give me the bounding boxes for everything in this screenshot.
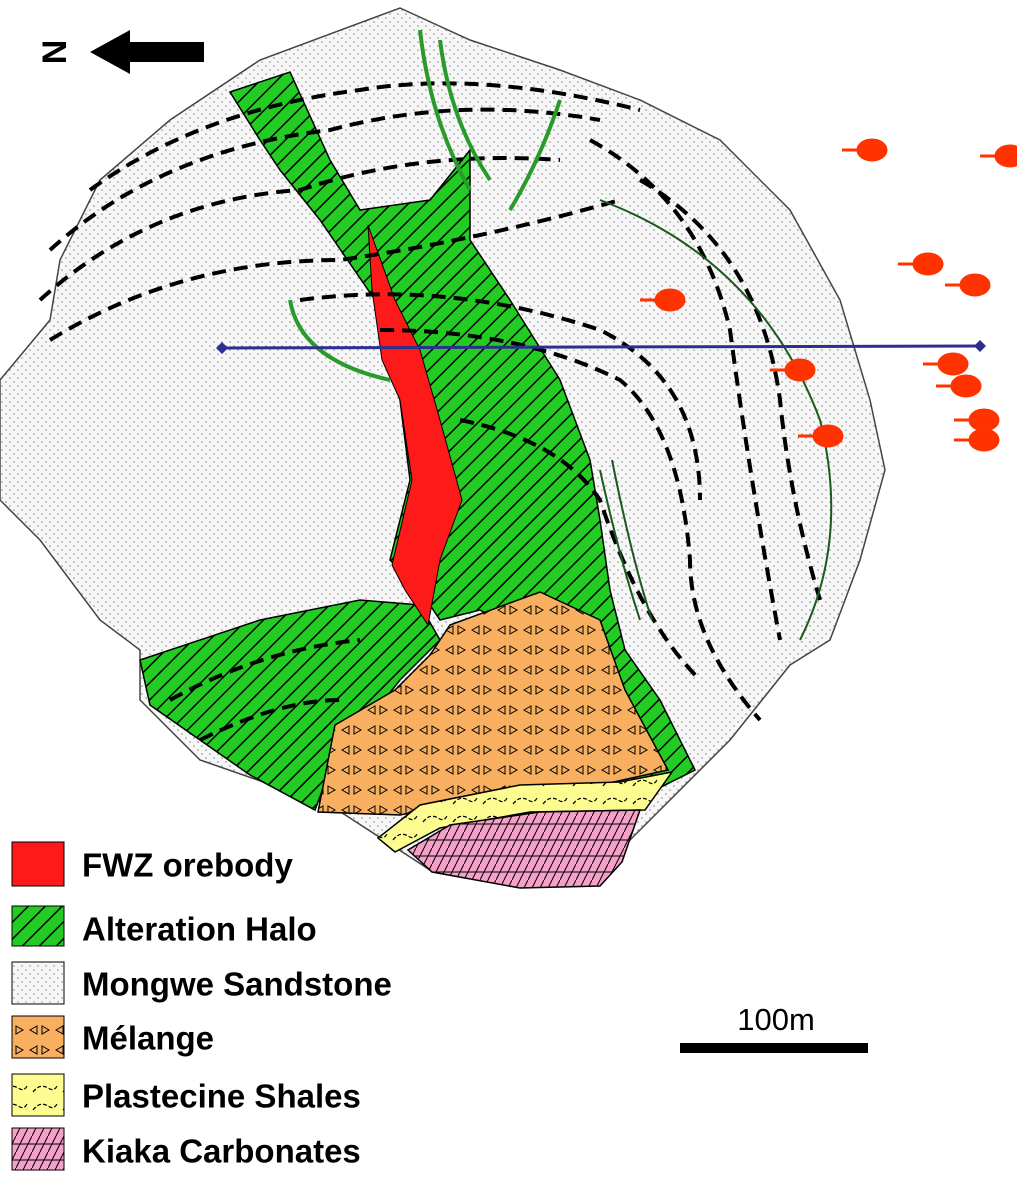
scale-bar	[680, 1043, 868, 1053]
legend-label: Mongwe Sandstone	[82, 966, 392, 1003]
legend-label: Alteration Halo	[82, 911, 317, 948]
legend-swatch	[12, 842, 64, 886]
legend-label: Kiaka Carbonates	[82, 1133, 361, 1170]
north-label: N	[36, 40, 74, 65]
north-arrow	[90, 30, 204, 74]
legend-swatch	[12, 1016, 64, 1058]
legend-swatch	[12, 1074, 64, 1116]
scale-label: 100m	[737, 1002, 815, 1037]
legend-label: Plastecine Shales	[82, 1078, 361, 1115]
legend-label: Mélange	[82, 1020, 214, 1057]
legend-swatch	[12, 1128, 64, 1170]
map: N FWZ orebody Alteration Halo Mongwe San…	[0, 0, 1017, 1189]
section-line	[222, 346, 980, 348]
legend: FWZ orebody Alteration Halo Mongwe Sands…	[12, 842, 392, 1170]
legend-swatch	[12, 906, 64, 946]
legend-label: FWZ orebody	[82, 847, 293, 884]
legend-swatch	[12, 962, 64, 1004]
